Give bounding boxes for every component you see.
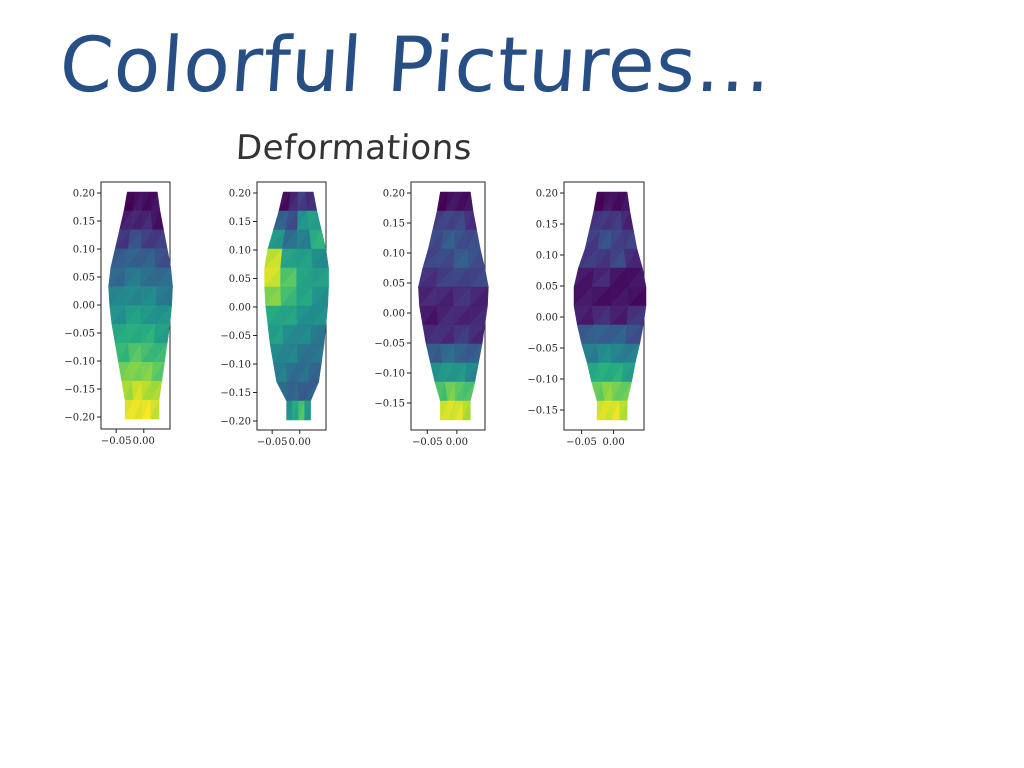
y-tick-label: 0.20: [73, 189, 95, 200]
y-tick-label: −0.15: [527, 406, 558, 417]
y-tick-label: −0.20: [220, 417, 251, 428]
mesh: [264, 191, 330, 421]
y-tick-label: −0.05: [374, 339, 405, 350]
deformation-plot-3: 0.200.150.100.050.00−0.05−0.10−0.15−0.05…: [374, 181, 489, 448]
x-tick-label: 0.00: [446, 437, 468, 448]
x-tick-label: 0.00: [133, 436, 155, 447]
x-tick-label: −0.05: [257, 437, 288, 448]
y-tick-label: 0.00: [383, 309, 405, 320]
y-tick-label: 0.05: [73, 273, 95, 284]
y-tick-label: 0.10: [383, 249, 405, 260]
y-tick-label: −0.05: [64, 329, 95, 340]
y-tick-label: −0.10: [527, 375, 558, 386]
y-tick-label: −0.15: [64, 385, 95, 396]
y-tick-label: −0.15: [374, 399, 405, 410]
y-tick-label: 0.20: [229, 189, 251, 200]
mesh: [573, 191, 647, 421]
y-tick-label: 0.10: [73, 245, 95, 256]
mesh-element: [619, 400, 628, 421]
y-tick-label: 0.10: [229, 246, 251, 257]
y-tick-label: 0.05: [536, 282, 558, 293]
x-tick-label: 0.00: [289, 437, 311, 448]
y-tick-label: 0.00: [536, 313, 558, 324]
mesh-element: [304, 400, 311, 421]
y-tick-label: −0.15: [220, 388, 251, 399]
mesh-element: [462, 400, 471, 421]
y-tick-label: 0.20: [383, 189, 405, 200]
y-tick-label: 0.15: [536, 220, 558, 231]
mesh-element: [276, 381, 288, 402]
mesh-element: [150, 399, 160, 420]
x-tick-label: −0.05: [412, 437, 443, 448]
deformation-plot-1: 0.200.150.100.050.00−0.05−0.10−0.15−0.20…: [64, 181, 174, 447]
x-tick-label: −0.05: [101, 436, 132, 447]
x-tick-label: 0.00: [602, 437, 624, 448]
y-tick-label: −0.05: [220, 331, 251, 342]
y-tick-label: 0.15: [229, 217, 251, 228]
y-tick-label: −0.05: [527, 344, 558, 355]
y-tick-label: 0.00: [229, 303, 251, 314]
deformation-plot-2: 0.200.150.100.050.00−0.05−0.10−0.15−0.20…: [220, 181, 330, 448]
mesh: [108, 191, 174, 420]
y-tick-label: 0.05: [383, 279, 405, 290]
y-tick-label: 0.00: [73, 301, 95, 312]
y-tick-label: 0.10: [536, 251, 558, 262]
y-tick-label: 0.05: [229, 274, 251, 285]
y-tick-label: 0.20: [536, 189, 558, 200]
y-tick-label: −0.20: [64, 413, 95, 424]
mesh: [417, 191, 489, 421]
x-tick-label: −0.05: [566, 437, 597, 448]
y-tick-label: −0.10: [374, 369, 405, 380]
y-tick-label: −0.10: [220, 360, 251, 371]
y-tick-label: −0.10: [64, 357, 95, 368]
y-tick-label: 0.15: [383, 219, 405, 230]
deformation-plot-4: 0.20 0.15 0.10 0.05 0.00 −0.05 −0.10 −0.15 −0.05…: [527, 181, 647, 448]
y-tick-label: 0.15: [73, 217, 95, 228]
